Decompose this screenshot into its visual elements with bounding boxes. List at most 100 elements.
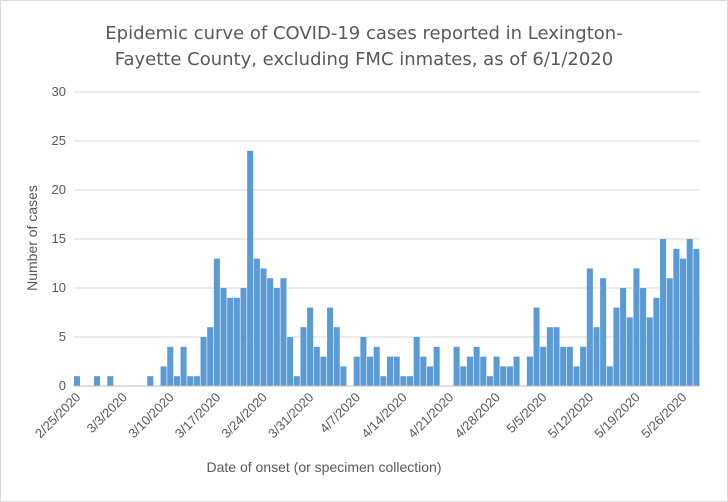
bar	[666, 278, 673, 386]
bar	[426, 366, 434, 386]
bar	[433, 346, 440, 386]
bar	[267, 278, 274, 386]
bar	[313, 346, 320, 386]
x-tick-label: 3/3/2020	[84, 390, 130, 436]
bar	[573, 366, 580, 386]
bar	[526, 356, 533, 386]
bar	[413, 337, 420, 386]
bar	[640, 288, 647, 386]
bar	[626, 317, 633, 386]
bar	[207, 327, 214, 386]
bar	[546, 327, 553, 386]
y-tick-label: 25	[52, 133, 66, 148]
bar	[693, 248, 700, 386]
bar	[227, 297, 234, 386]
bar	[453, 346, 460, 386]
bar	[300, 327, 307, 386]
y-tick-label: 30	[52, 84, 66, 99]
bar	[473, 346, 480, 386]
bar	[273, 288, 280, 386]
x-tick-label: 5/5/2020	[503, 390, 549, 436]
bar	[380, 376, 387, 386]
x-tick-label: 4/21/2020	[405, 390, 457, 442]
chart-title-line-1: Epidemic curve of COVID-19 cases reporte…	[105, 23, 623, 44]
bar	[686, 239, 693, 386]
bar	[513, 356, 520, 386]
bar	[253, 258, 260, 386]
bar	[400, 376, 407, 386]
bar	[593, 327, 600, 386]
bar	[486, 376, 493, 386]
bar	[260, 268, 267, 386]
bar	[460, 366, 467, 386]
bar	[200, 337, 207, 386]
bar	[586, 268, 593, 386]
x-tick-label: 3/31/2020	[265, 390, 317, 442]
bar	[580, 346, 587, 386]
bar	[373, 346, 380, 386]
x-tick-label: 4/7/2020	[317, 390, 363, 436]
x-tick-label: 5/26/2020	[638, 390, 690, 442]
bar	[240, 288, 247, 386]
bar	[620, 288, 627, 386]
bar	[653, 297, 660, 386]
x-tick-label: 4/14/2020	[358, 390, 410, 442]
bar	[680, 258, 687, 386]
bar	[173, 376, 180, 386]
x-tick-label: 2/25/2020	[32, 390, 84, 442]
bar	[220, 288, 227, 386]
bar	[333, 327, 340, 386]
y-tick-label: 5	[59, 329, 66, 344]
bar	[280, 278, 287, 386]
bar	[613, 307, 620, 386]
x-tick-label: 4/28/2020	[452, 390, 504, 442]
x-tick-label: 3/17/2020	[172, 390, 224, 442]
bar	[566, 346, 573, 386]
bar	[193, 376, 200, 386]
y-tick-label: 10	[52, 280, 66, 295]
x-tick-label: 3/10/2020	[125, 390, 177, 442]
bar	[340, 366, 347, 386]
bar	[673, 248, 680, 386]
bar	[387, 356, 394, 386]
y-tick-labels: 0 5 10 15 20 25 30	[52, 84, 66, 393]
bar	[533, 307, 540, 386]
y-axis-title: Number of cases	[24, 185, 40, 291]
bar	[107, 376, 114, 386]
bar	[553, 327, 560, 386]
x-tick-label: 3/24/2020	[218, 390, 270, 442]
bars	[74, 150, 700, 386]
bar	[606, 366, 613, 386]
bar	[307, 307, 314, 386]
bar	[147, 376, 154, 386]
bar	[233, 297, 240, 386]
bar	[360, 337, 367, 386]
bar	[466, 356, 473, 386]
bar	[180, 346, 187, 386]
bar	[393, 356, 400, 386]
bar	[420, 356, 427, 386]
bar	[93, 376, 101, 386]
bar	[287, 337, 294, 386]
y-tick-label: 0	[59, 378, 66, 393]
bar	[327, 307, 334, 386]
bar	[560, 346, 567, 386]
bar	[213, 258, 220, 386]
bar	[633, 268, 640, 386]
bar	[160, 366, 167, 386]
y-tick-label: 15	[52, 231, 66, 246]
x-tick-label: 5/19/2020	[591, 390, 643, 442]
y-tick-label: 20	[52, 182, 66, 197]
x-tick-labels: 2/25/2020 3/3/20203/10/20203/17/20203/24/…	[32, 390, 690, 442]
chart-title-line-2: Fayette County, excluding FMC inmates, a…	[114, 49, 614, 70]
bar	[540, 346, 547, 386]
bar	[293, 376, 300, 386]
bar	[320, 356, 327, 386]
x-tick-label: 5/12/2020	[545, 390, 597, 442]
bar	[406, 376, 414, 386]
bar	[646, 317, 653, 386]
bar	[187, 376, 194, 386]
bar	[600, 278, 607, 386]
